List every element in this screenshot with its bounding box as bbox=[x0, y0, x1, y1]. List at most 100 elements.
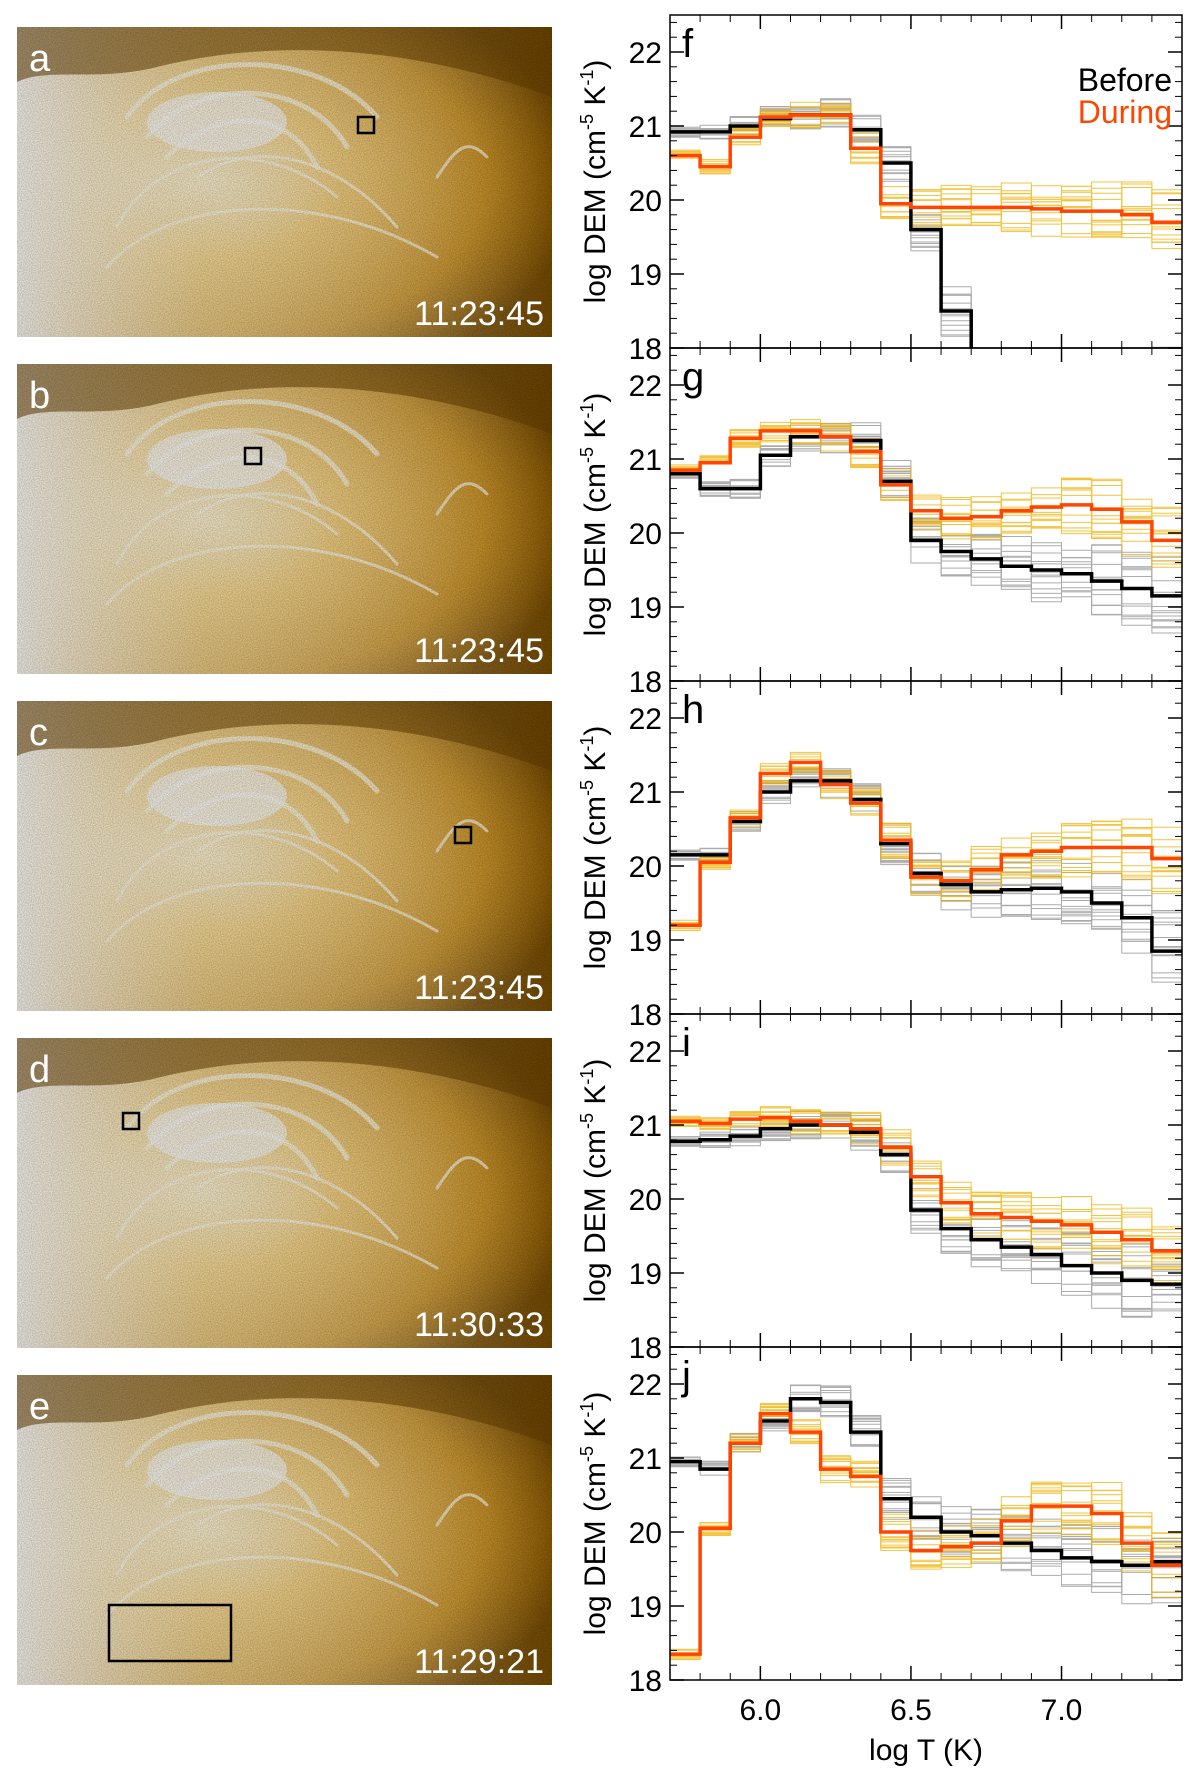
y-tick-label: 21 bbox=[629, 777, 662, 810]
plot-area bbox=[670, 751, 1182, 983]
before-ensemble-line bbox=[670, 435, 1182, 621]
before-ensemble-line bbox=[670, 776, 1182, 938]
x-tick-label: 7.0 bbox=[1041, 1694, 1083, 1727]
before-ensemble-line bbox=[670, 1124, 1182, 1309]
y-tick-label: 18 bbox=[629, 999, 662, 1032]
x-axis-title: log T (K) bbox=[869, 1734, 983, 1767]
dem-plot-i: 18 19 20 21 22 i log DEM (cm-5 K-1) bbox=[577, 1013, 1183, 1365]
plot-area bbox=[670, 1106, 1182, 1318]
before-ensemble-line bbox=[670, 1392, 1182, 1605]
y-tick-label: 22 bbox=[629, 703, 662, 736]
during-ensemble-line bbox=[670, 761, 1182, 926]
during-line bbox=[670, 429, 1182, 543]
y-axis-title: log DEM (cm-5 K-1) bbox=[577, 726, 612, 970]
plot-frame bbox=[669, 1346, 1183, 1681]
y-tick-label: 19 bbox=[629, 1258, 662, 1291]
y-tick-label: 19 bbox=[629, 925, 662, 958]
y-tick-label: 22 bbox=[629, 370, 662, 403]
before-ensemble-line bbox=[670, 109, 972, 348]
y-tick-label: 19 bbox=[629, 592, 662, 625]
before-ensemble-line bbox=[670, 103, 1182, 348]
timestamp-e: 11:29:21 bbox=[414, 1643, 544, 1681]
during-line bbox=[670, 760, 1182, 927]
before-ensemble-line bbox=[670, 1400, 1182, 1599]
euv-image-d: d 11:30:33 bbox=[17, 1038, 552, 1348]
x-tick-label: 6.0 bbox=[739, 1694, 781, 1727]
before-ensemble-line bbox=[670, 424, 1182, 617]
before-ensemble-line bbox=[670, 436, 1182, 614]
before-ensemble-line bbox=[670, 107, 972, 348]
y-tick-label: 20 bbox=[629, 185, 662, 218]
region-box bbox=[121, 1111, 141, 1131]
plot-letter-g: g bbox=[682, 355, 704, 399]
y-axis-title: log DEM (cm-5 K-1) bbox=[577, 60, 612, 304]
dem-plot-f: 18 19 20 21 22 f log DEM (cm-5 K-1) BeforeDurin… bbox=[577, 14, 1183, 366]
timestamp-c: 11:23:45 bbox=[414, 969, 544, 1007]
before-ensemble-line bbox=[670, 104, 972, 348]
before-ensemble bbox=[670, 1110, 1182, 1318]
during-ensemble-line bbox=[670, 1107, 1182, 1269]
image-noise bbox=[17, 1375, 552, 1685]
before-ensemble-line bbox=[670, 1114, 1182, 1312]
before-ensemble-line bbox=[670, 114, 972, 348]
image-noise bbox=[17, 27, 552, 337]
before-line bbox=[670, 113, 973, 348]
panel-letter-c: c bbox=[29, 712, 48, 754]
before-ensemble-line bbox=[670, 1390, 1182, 1587]
timestamp-d: 11:30:33 bbox=[414, 1306, 544, 1344]
timestamp-a: 11:23:45 bbox=[414, 295, 544, 333]
before-ensemble-line bbox=[670, 768, 1182, 933]
before-ensemble-line bbox=[670, 98, 972, 348]
dem-plot-j: 18 19 20 21 22 j log DEM (cm-5 K-1) 6.0 6.5 7.0 lo… bbox=[577, 1346, 1183, 1767]
during-ensemble-line bbox=[670, 758, 1182, 925]
before-ensemble-line bbox=[670, 107, 972, 348]
y-axis-title: log DEM (cm-5 K-1) bbox=[577, 1392, 612, 1636]
before-ensemble-line bbox=[670, 113, 972, 348]
y-tick-label: 19 bbox=[629, 259, 662, 292]
during-ensemble-line bbox=[670, 1107, 1182, 1241]
during-line bbox=[670, 1115, 1182, 1253]
during-ensemble bbox=[670, 1106, 1182, 1281]
before-ensemble-line bbox=[670, 98, 972, 348]
plot-area bbox=[670, 1384, 1182, 1661]
during-ensemble-line bbox=[670, 767, 1182, 924]
y-tick-label: 20 bbox=[629, 518, 662, 551]
y-tick-label: 21 bbox=[629, 1110, 662, 1143]
before-ensemble-line bbox=[670, 120, 972, 348]
image-noise bbox=[17, 1038, 552, 1348]
panel-letter-e: e bbox=[29, 1386, 50, 1428]
before-line bbox=[670, 1123, 1182, 1286]
y-tick-label: 18 bbox=[629, 333, 662, 366]
y-tick-label: 20 bbox=[629, 851, 662, 884]
image-noise bbox=[17, 364, 552, 674]
before-ensemble-line bbox=[670, 1400, 1182, 1587]
panel-letter-d: d bbox=[29, 1049, 50, 1091]
legend-before: Before bbox=[1078, 62, 1172, 98]
plot-area bbox=[670, 419, 1182, 634]
panel-letter-b: b bbox=[29, 375, 50, 417]
region-box bbox=[243, 446, 263, 466]
plot-letter-i: i bbox=[682, 1021, 691, 1065]
y-tick-label: 21 bbox=[629, 444, 662, 477]
euv-image-column: a 11:23:45 b 11:23:45 c 11:23:45 d 11:30:33 e 11:… bbox=[17, 27, 552, 1685]
plot-letter-j: j bbox=[681, 1354, 691, 1398]
plot-letter-h: h bbox=[682, 688, 704, 732]
y-tick-label: 22 bbox=[629, 1036, 662, 1069]
before-ensemble-line bbox=[670, 1384, 1182, 1584]
y-tick-label: 18 bbox=[629, 666, 662, 699]
y-tick-label: 21 bbox=[629, 111, 662, 144]
y-tick-label: 22 bbox=[629, 37, 662, 70]
y-tick-label: 18 bbox=[629, 1665, 662, 1698]
region-box bbox=[356, 115, 376, 135]
region-box bbox=[453, 825, 473, 845]
panel-letter-a: a bbox=[29, 38, 51, 80]
plot-letter-f: f bbox=[682, 22, 694, 66]
y-axis-title: log DEM (cm-5 K-1) bbox=[577, 393, 612, 637]
during-ensemble-line bbox=[670, 751, 1182, 927]
during-line bbox=[670, 1411, 1182, 1656]
during-ensemble-line bbox=[670, 753, 1182, 925]
dem-plot-column: 18 19 20 21 22 f log DEM (cm-5 K-1) BeforeDurin… bbox=[577, 14, 1183, 1767]
y-tick-label: 18 bbox=[629, 1332, 662, 1365]
before-ensemble-line bbox=[670, 1408, 1182, 1564]
euv-image-b: b 11:23:45 bbox=[17, 364, 552, 674]
